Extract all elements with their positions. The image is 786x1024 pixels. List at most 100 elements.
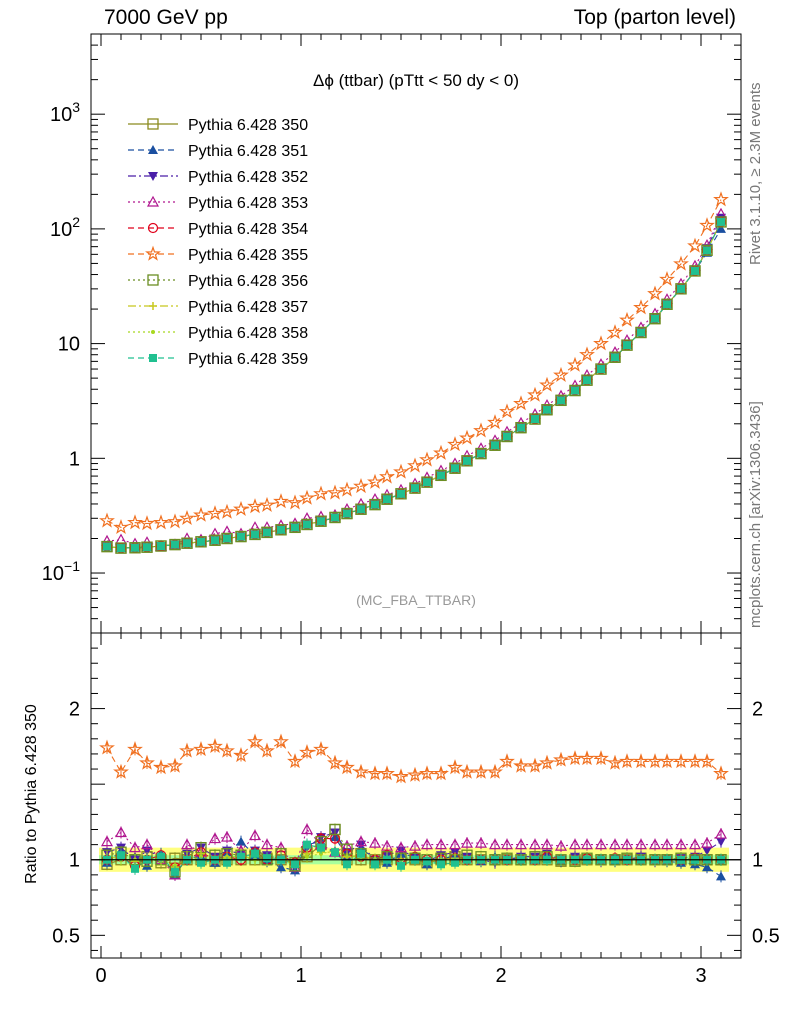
ratio-point-355 bbox=[579, 750, 595, 766]
ratio-point-353 bbox=[528, 838, 542, 850]
ratio-y-tick-label-right: 0.5 bbox=[752, 925, 780, 947]
data-point-359 bbox=[223, 534, 231, 543]
ratio-point-353 bbox=[408, 839, 422, 851]
data-point-356 bbox=[649, 313, 661, 325]
data-point-359 bbox=[463, 456, 471, 465]
data-point-359 bbox=[517, 423, 525, 432]
ratio-point-353 bbox=[180, 838, 194, 850]
data-point-355 bbox=[487, 414, 503, 430]
data-point-355 bbox=[499, 403, 515, 419]
ratio-point-359 bbox=[291, 860, 299, 869]
ratio-point-355 bbox=[379, 765, 395, 781]
x-tick-label: 0 bbox=[95, 965, 106, 987]
ratio-point-353 bbox=[114, 826, 128, 838]
ratio-point-353 bbox=[100, 835, 114, 847]
legend-marker bbox=[149, 354, 157, 362]
data-point-356 bbox=[275, 524, 287, 536]
data-point-359 bbox=[611, 353, 619, 362]
data-point-355 bbox=[473, 422, 489, 438]
ratio-point-353 bbox=[648, 838, 662, 850]
ratio-point-355 bbox=[219, 742, 235, 758]
ratio-point-358 bbox=[173, 863, 177, 868]
ratio-point-353 bbox=[368, 836, 382, 848]
ratio-point-355 bbox=[273, 733, 289, 749]
data-point-355 bbox=[567, 356, 583, 372]
data-point-359 bbox=[171, 540, 179, 549]
ratio-point-353 bbox=[474, 836, 488, 848]
data-point-359 bbox=[557, 396, 565, 405]
ratio-point-359 bbox=[157, 852, 165, 861]
data-point-359 bbox=[597, 365, 605, 374]
data-point-356 bbox=[141, 541, 153, 553]
ratio-point-355 bbox=[353, 763, 369, 779]
data-point-355 bbox=[167, 513, 183, 529]
data-point-356 bbox=[595, 363, 607, 375]
data-point-356 bbox=[235, 530, 247, 543]
ratio-point-353 bbox=[634, 838, 648, 850]
data-point-355 bbox=[673, 255, 689, 271]
ratio-point-355 bbox=[539, 754, 555, 770]
data-point-356 bbox=[341, 507, 353, 520]
data-point-355 bbox=[579, 346, 595, 362]
series-line-357 bbox=[106, 221, 722, 549]
ratio-point-359 bbox=[357, 849, 365, 858]
data-point-356 bbox=[249, 528, 261, 541]
data-point-356 bbox=[155, 540, 167, 552]
data-point-359 bbox=[291, 523, 299, 532]
ratio-point-355 bbox=[433, 765, 449, 781]
ratio-point-355 bbox=[113, 763, 129, 779]
data-point-355 bbox=[647, 285, 663, 301]
ratio-y-tick-label-right: 2 bbox=[752, 699, 763, 721]
data-point-355 bbox=[433, 444, 449, 460]
ratio-point-353 bbox=[580, 838, 594, 850]
ratio-point-353 bbox=[354, 835, 368, 847]
ratio-point-355 bbox=[207, 738, 223, 754]
data-point-355 bbox=[527, 386, 543, 402]
ratio-point-352 bbox=[702, 846, 712, 856]
ratio-point-352 bbox=[716, 837, 726, 847]
ratio-point-355 bbox=[259, 742, 275, 758]
ratio-point-359 bbox=[131, 864, 139, 873]
ratio-y-tick-label: 0.5 bbox=[52, 925, 80, 947]
data-point-355 bbox=[273, 493, 289, 509]
data-point-355 bbox=[127, 514, 143, 530]
data-point-359 bbox=[691, 266, 699, 275]
data-point-359 bbox=[451, 464, 459, 473]
x-tick-label: 2 bbox=[495, 965, 506, 987]
series-line-352 bbox=[106, 217, 722, 549]
ratio-point-355 bbox=[513, 757, 529, 773]
legend-marker bbox=[151, 330, 155, 334]
ratio-point-359 bbox=[117, 851, 125, 860]
ratio-point-353 bbox=[540, 838, 554, 850]
data-point-359 bbox=[263, 528, 271, 537]
data-point-356 bbox=[515, 422, 527, 434]
ratio-point-355 bbox=[713, 765, 729, 781]
data-point-356 bbox=[355, 503, 367, 515]
ratio-point-353 bbox=[208, 832, 222, 844]
ratio-point-358 bbox=[199, 854, 203, 859]
legend-entry: Pythia 6.428 352 bbox=[188, 169, 308, 186]
legend-entry: Pythia 6.428 354 bbox=[188, 221, 308, 238]
ratio-point-353 bbox=[568, 838, 582, 850]
data-point-356 bbox=[635, 326, 647, 339]
legend-marker bbox=[147, 274, 159, 286]
ratio-point-351 bbox=[276, 862, 286, 872]
data-point-355 bbox=[259, 496, 275, 512]
data-point-355 bbox=[593, 335, 609, 351]
data-point-356 bbox=[541, 404, 553, 416]
series-line-355 bbox=[106, 199, 722, 528]
data-point-359 bbox=[583, 376, 591, 385]
data-point-355 bbox=[219, 503, 235, 519]
ratio-point-355 bbox=[393, 768, 409, 784]
ratio-point-353 bbox=[700, 836, 714, 848]
header-process: Top (parton level) bbox=[573, 6, 736, 29]
data-point-356 bbox=[315, 515, 327, 527]
data-point-359 bbox=[103, 542, 111, 551]
data-point-355 bbox=[207, 505, 223, 521]
legend-marker bbox=[147, 222, 159, 234]
ratio-point-355 bbox=[407, 766, 423, 782]
data-point-359 bbox=[197, 537, 205, 546]
ratio-point-355 bbox=[473, 763, 489, 779]
data-point-356 bbox=[195, 536, 207, 548]
data-point-356 bbox=[449, 462, 461, 474]
